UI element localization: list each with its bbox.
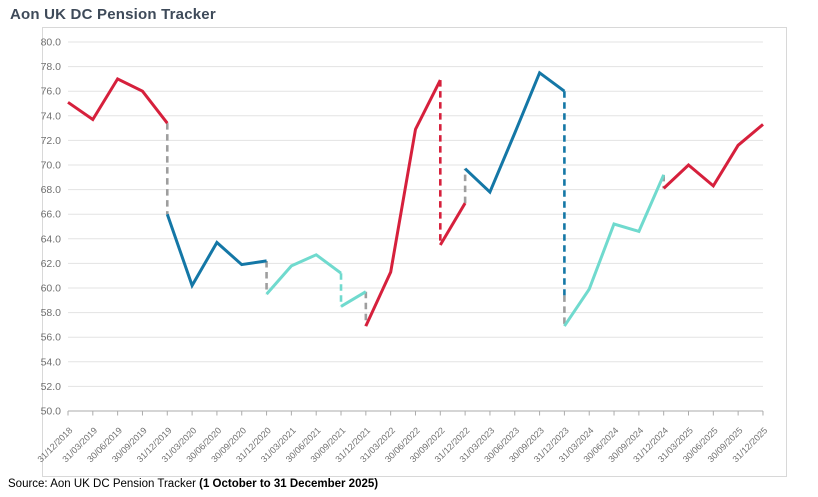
y-tick-label: 60.0 <box>41 283 62 295</box>
y-tick-label: 52.0 <box>41 381 62 393</box>
gridlines <box>68 41 763 387</box>
y-tick-label: 54.0 <box>41 356 62 368</box>
y-tick-label: 74.0 <box>41 110 62 122</box>
y-tick-label: 76.0 <box>41 86 62 98</box>
segment-blue-2020 <box>165 213 267 290</box>
y-axis-labels: 80.0 78.0 76.0 74.0 72.0 70.0 68.0 66.0 64.0 62.0… <box>41 37 62 418</box>
y-tick-label: 68.0 <box>41 184 62 196</box>
y-tick-label: 66.0 <box>41 209 62 221</box>
source-text: Source: Aon UK DC Pension Tracker <box>8 478 200 490</box>
y-tick-label: 58.0 <box>41 307 62 319</box>
y-tick-label: 72.0 <box>41 135 62 147</box>
x-axis-labels: 31/12/201831/03/201930/06/201930/09/2019… <box>35 425 769 464</box>
y-tick-label: 50.0 <box>41 406 62 418</box>
series-segments <box>67 70 764 327</box>
source-caption: Source: Aon UK DC Pension Tracker (1 Oct… <box>8 478 378 490</box>
chart-title: Aon UK DC Pension Tracker <box>10 6 216 23</box>
segment-blue-2023 <box>464 70 566 195</box>
segment-red-2025 <box>662 123 764 190</box>
y-tick-label: 62.0 <box>41 258 62 270</box>
segment-red-2022a <box>364 79 442 327</box>
x-axis <box>67 410 764 416</box>
y-tick-label: 70.0 <box>41 160 62 172</box>
segment-teal-2024 <box>563 174 666 327</box>
y-tick-label: 56.0 <box>41 332 62 344</box>
y-tick-label: 64.0 <box>41 233 62 245</box>
pension-tracker-chart: 80.0 78.0 76.0 74.0 72.0 70.0 68.0 66.0 64.0 62.0… <box>35 37 769 465</box>
source-period: (1 October to 31 December 2025) <box>199 478 379 490</box>
chart-container: 80.0 78.0 76.0 74.0 72.0 70.0 68.0 66.0 64.0 62.0… <box>35 27 787 477</box>
segment-teal-2021a <box>265 253 342 296</box>
y-tick-label: 80.0 <box>41 37 62 49</box>
y-tick-label: 78.0 <box>41 61 62 73</box>
segment-red-2019 <box>67 76 169 125</box>
segment-teal-2021b <box>340 290 367 308</box>
connectors <box>165 80 665 327</box>
segment-red-2022b <box>439 202 467 246</box>
